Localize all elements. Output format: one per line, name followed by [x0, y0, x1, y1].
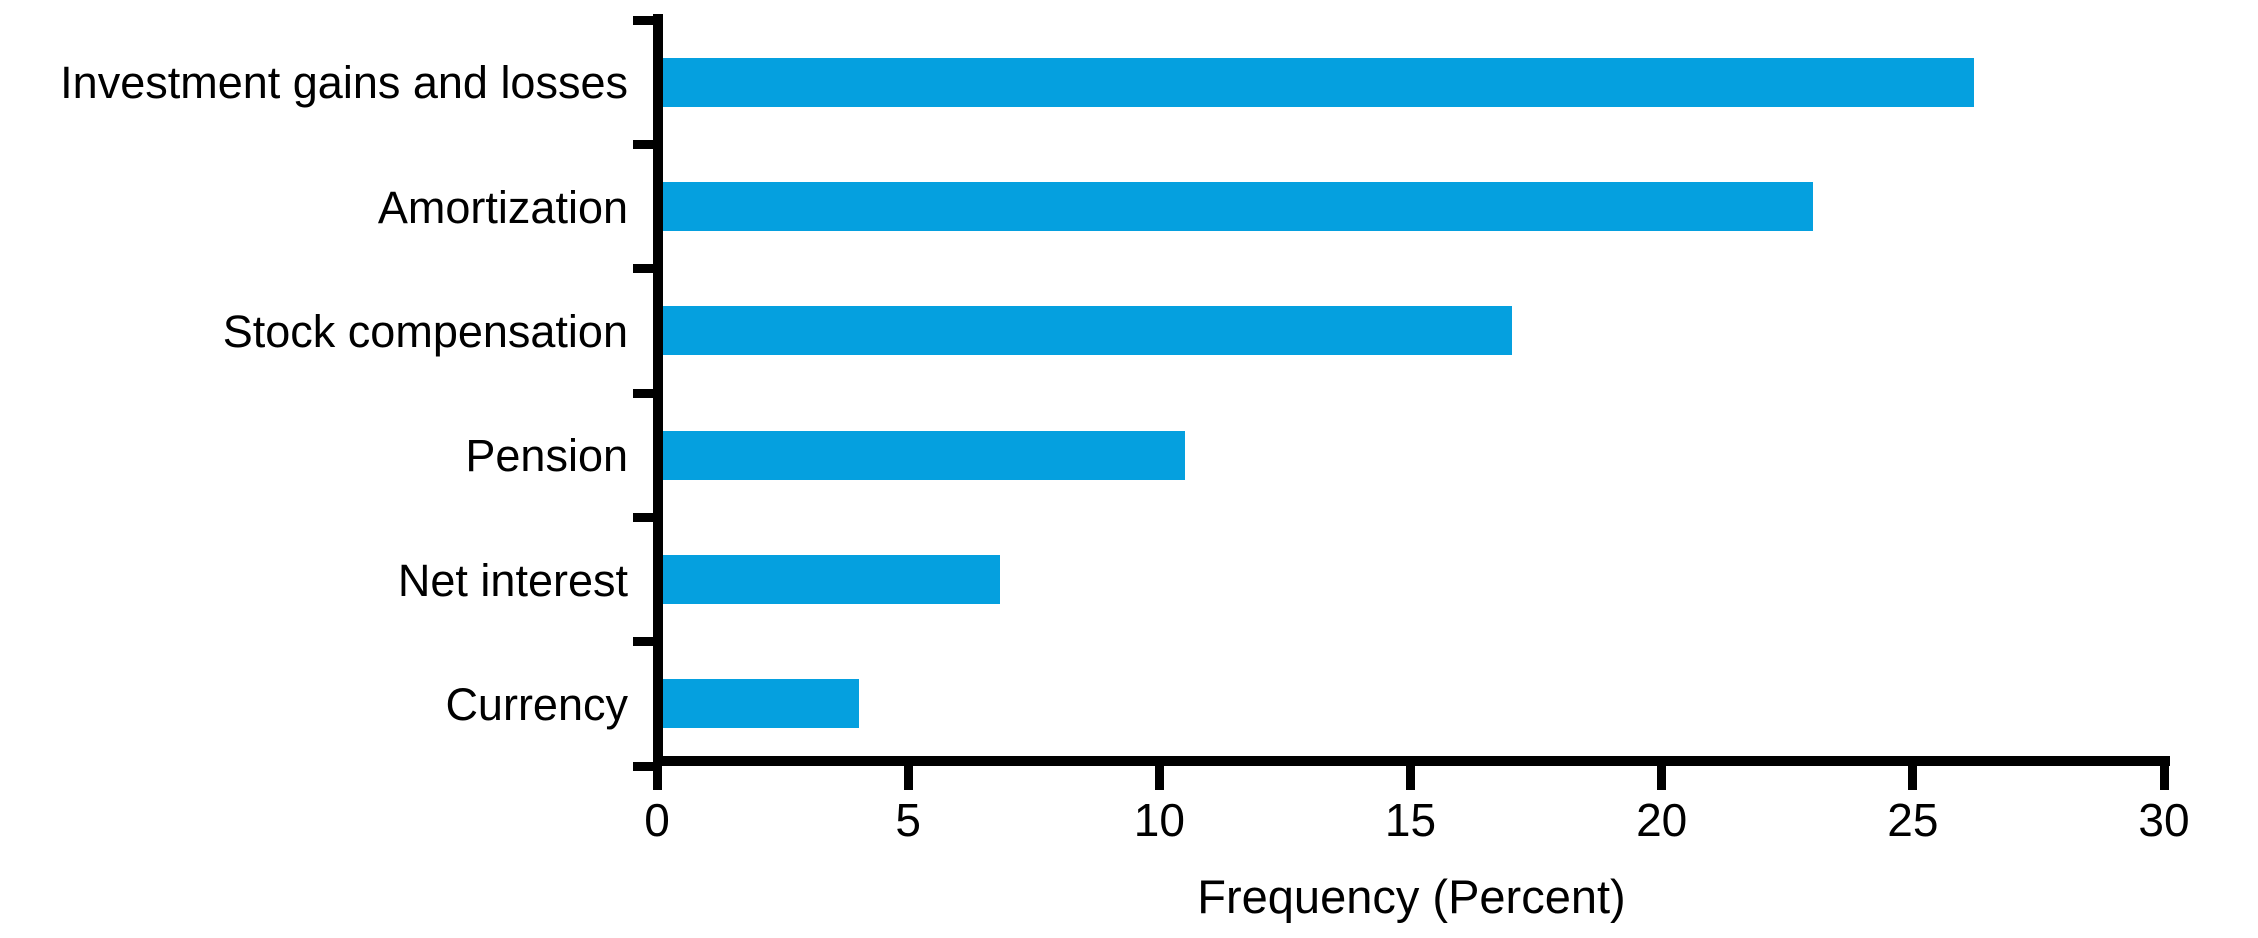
x-tick: [1154, 766, 1164, 790]
x-tick: [652, 766, 662, 790]
category-label: Pension: [465, 430, 628, 482]
y-axis-spine: [653, 14, 663, 766]
y-tick: [633, 388, 653, 398]
x-tick-label: 5: [895, 794, 921, 846]
bar: [658, 679, 859, 729]
category-label: Amortization: [377, 181, 628, 233]
x-tick: [1406, 766, 1415, 790]
category-label: Investment gains and losses: [60, 57, 628, 109]
bar: [658, 430, 1186, 480]
y-tick: [633, 139, 653, 149]
x-tick: [1657, 766, 1667, 790]
x-axis-title: Frequency (Percent): [1197, 870, 1626, 923]
bar: [658, 306, 1512, 356]
x-tick: [903, 766, 913, 790]
x-tick-label: 10: [1133, 794, 1185, 846]
x-tick-label: 15: [1384, 794, 1437, 846]
y-tick: [633, 761, 653, 771]
category-label: Net interest: [397, 554, 628, 606]
y-tick: [633, 15, 653, 25]
y-tick: [633, 637, 653, 647]
category-label: Stock compensation: [222, 305, 628, 357]
category-label: Currency: [445, 678, 628, 730]
x-tick-label: 25: [1887, 794, 1939, 846]
bar: [658, 182, 1814, 231]
x-tick: [1908, 766, 1918, 790]
category-label-column: Investment gains and losses Amortization S…: [0, 0, 628, 938]
x-tick-label: 30: [2138, 794, 2190, 846]
bar: [658, 57, 1975, 107]
bar: [658, 555, 1000, 604]
x-tick-label: 20: [1636, 794, 1688, 846]
x-tick: [2159, 766, 2169, 790]
y-tick: [633, 264, 653, 274]
x-axis-spine: [653, 756, 2170, 766]
x-tick-label: 0: [644, 794, 670, 846]
y-tick: [633, 512, 653, 522]
